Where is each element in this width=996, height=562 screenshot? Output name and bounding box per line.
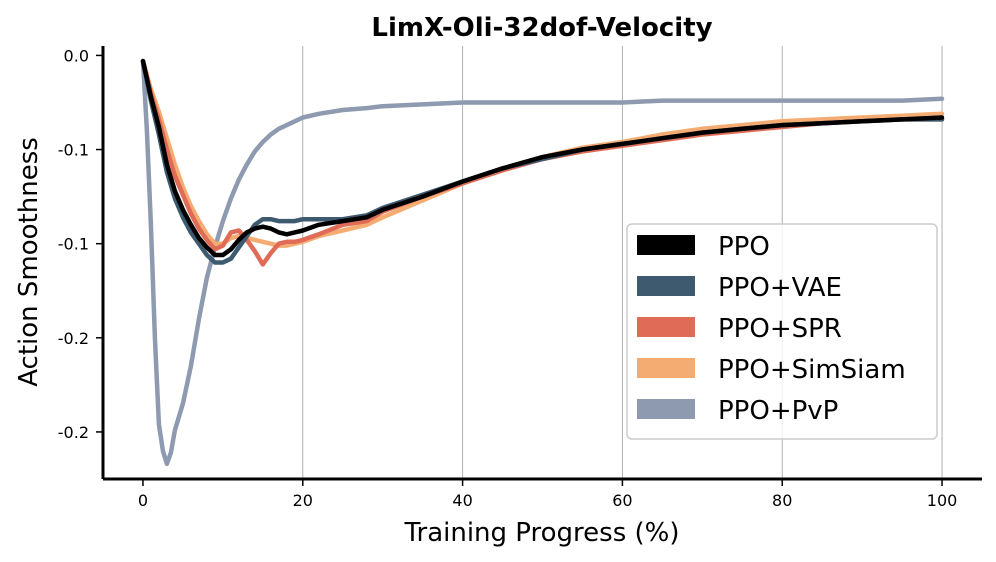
y-tick-label: -0.1 [58,235,89,254]
legend-label: PPO+VAE [718,273,842,303]
legend-label: PPO+SimSiam [718,355,906,385]
legend-swatch [637,358,695,378]
x-tick-label: 60 [612,491,632,510]
x-tick-label: 100 [927,491,958,510]
legend-label: PPO+SPR [718,314,842,344]
legend: PPO PPO+VAE PPO+SPR PPO+SimSiam PPO+PvP [626,223,938,440]
x-tick-label: 0 [138,491,148,510]
legend-label: PPO+PvP [718,396,838,426]
legend-box [626,223,938,440]
x-axis-label: Training Progress (%) [403,518,679,548]
legend-swatch [637,276,695,296]
y-tick-label: -0.2 [58,329,89,348]
x-tick-label: 80 [772,491,792,510]
x-tick-label: 40 [452,491,472,510]
legend-swatch [637,235,695,255]
series-line-ppo-pvp [140,58,945,467]
series-lines [140,58,945,467]
axis-ticks: 0 20 40 60 80 100 0.0 -0.1 -0.1 -0.2 -0.2 [58,46,958,510]
x-tick-label: 20 [293,491,313,510]
chart-title: LimX-Oli-32dof-Velocity [371,13,712,43]
y-tick-label: 0.0 [64,46,89,65]
legend-swatch [637,399,695,419]
legend-label: PPO [718,232,770,262]
y-tick-label: -0.1 [58,141,89,160]
legend-swatch [637,317,695,337]
series-line-ppo [140,58,945,258]
y-axis-label: Action Smoothness [14,137,44,387]
y-tick-label: -0.2 [58,423,89,442]
